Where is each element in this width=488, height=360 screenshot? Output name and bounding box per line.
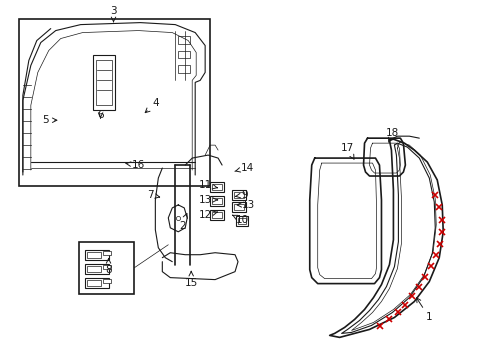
Text: 13: 13: [198, 195, 217, 205]
Text: 14: 14: [234, 163, 253, 173]
Text: 17: 17: [340, 143, 353, 159]
Bar: [86, 252, 101, 258]
Text: 2: 2: [179, 213, 187, 231]
Bar: [102, 265, 110, 269]
Bar: [234, 204, 244, 210]
Bar: [210, 196, 224, 206]
Bar: [232, 202, 245, 212]
Bar: [19, 19, 210, 186]
Bar: [92, 55, 114, 110]
Bar: [210, 182, 224, 192]
Text: 13: 13: [237, 200, 254, 210]
Bar: [234, 192, 244, 198]
Text: 9: 9: [235, 190, 248, 200]
Bar: [102, 279, 110, 283]
Bar: [178, 36, 190, 44]
Text: 10: 10: [232, 215, 248, 225]
Text: 5: 5: [42, 115, 57, 125]
Bar: [210, 210, 224, 220]
Bar: [86, 280, 101, 285]
Bar: [178, 50, 190, 58]
Bar: [236, 216, 247, 226]
Bar: [212, 212, 222, 218]
Text: 11: 11: [198, 180, 217, 190]
Bar: [178, 66, 190, 73]
Text: 7: 7: [147, 190, 159, 200]
Text: 16: 16: [126, 160, 145, 170]
Bar: [232, 190, 245, 200]
Bar: [212, 198, 222, 204]
Bar: [86, 266, 101, 272]
Bar: [102, 251, 110, 255]
Text: 18: 18: [385, 128, 398, 142]
Bar: [84, 278, 108, 288]
Text: 4: 4: [145, 98, 158, 113]
Text: 15: 15: [184, 271, 198, 288]
Bar: [95, 60, 111, 105]
Bar: [238, 218, 245, 224]
Bar: [79, 242, 134, 293]
Text: 3: 3: [110, 6, 117, 22]
Text: 1: 1: [416, 298, 432, 323]
Text: 8: 8: [105, 258, 112, 275]
Bar: [212, 184, 222, 190]
Bar: [84, 264, 108, 274]
Text: 6: 6: [97, 110, 103, 120]
Text: 12: 12: [198, 210, 217, 220]
Bar: [84, 250, 108, 260]
